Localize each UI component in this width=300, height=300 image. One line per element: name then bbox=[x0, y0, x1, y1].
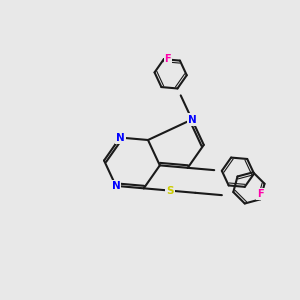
Text: F: F bbox=[164, 54, 171, 64]
Text: N: N bbox=[188, 115, 196, 124]
Text: S: S bbox=[167, 186, 174, 196]
Text: F: F bbox=[257, 189, 264, 199]
Text: N: N bbox=[116, 133, 124, 142]
Text: N: N bbox=[112, 181, 120, 191]
